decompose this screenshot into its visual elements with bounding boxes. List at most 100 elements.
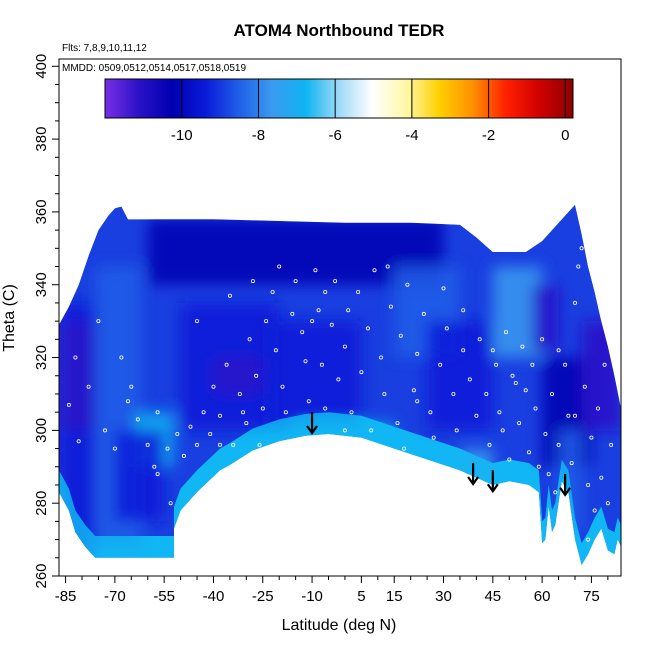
observation-point — [273, 348, 278, 353]
observation-point — [323, 289, 328, 294]
observation-point — [194, 319, 199, 324]
observation-point — [530, 362, 535, 367]
x-tick-label: -10 — [301, 588, 323, 605]
observation-point — [444, 326, 449, 331]
colorbar: -10 -8 -6 -4 -2 0 — [104, 78, 574, 144]
observation-point — [96, 319, 101, 324]
observation-point — [490, 348, 495, 353]
observation-point — [231, 442, 236, 447]
observation-point — [319, 362, 324, 367]
observation-point — [461, 308, 466, 313]
observation-point — [431, 435, 436, 440]
observation-points — [66, 246, 614, 542]
observation-point — [395, 421, 400, 426]
y-tick-label: 380 — [33, 127, 50, 152]
x-tick-label: 15 — [386, 588, 403, 605]
observation-point — [145, 442, 150, 447]
observation-point — [421, 311, 426, 316]
observation-point — [543, 431, 548, 436]
observation-point — [441, 286, 446, 291]
observation-point — [103, 428, 108, 433]
x-tick-label: 30 — [435, 588, 452, 605]
observation-point — [129, 384, 134, 389]
observation-point — [500, 428, 505, 433]
observation-point — [250, 279, 255, 284]
x-axis-label: Latitude (deg N) — [282, 617, 397, 634]
observation-point — [323, 406, 328, 411]
colorbar-tick-label: -10 — [171, 127, 193, 144]
observation-point — [563, 362, 568, 367]
observation-point — [303, 359, 308, 364]
observation-point — [119, 355, 124, 360]
observation-point — [333, 279, 338, 284]
observation-point — [168, 501, 173, 506]
observation-point — [520, 344, 525, 349]
value-zone — [114, 430, 165, 522]
heatmap-layer — [59, 204, 621, 566]
coverage-region — [59, 204, 621, 566]
observation-point — [599, 475, 604, 480]
observation-point — [573, 300, 578, 305]
colorbar-tick-label: 0 — [561, 127, 569, 144]
observation-point — [342, 344, 347, 349]
observation-point — [293, 279, 298, 284]
colorbar-tick-label: -4 — [405, 127, 418, 144]
observation-point — [438, 362, 443, 367]
down-arrow — [467, 462, 480, 486]
observation-point — [313, 268, 318, 273]
observation-point — [517, 421, 522, 426]
observation-point — [208, 431, 213, 436]
value-zone — [581, 321, 621, 431]
observation-point — [359, 370, 364, 375]
x-tick-label: 45 — [484, 588, 501, 605]
y-tick-label: 300 — [33, 418, 50, 443]
observation-point — [484, 391, 489, 396]
x-tick-label: -25 — [252, 588, 274, 605]
observation-point — [310, 319, 315, 324]
observation-point — [586, 482, 591, 487]
x-tick-label: 75 — [583, 588, 600, 605]
observation-point — [224, 362, 229, 367]
down-arrow — [486, 470, 499, 494]
observation-point — [494, 362, 499, 367]
observation-point — [270, 289, 275, 294]
x-tick-label: -85 — [55, 588, 77, 605]
x-axis: -85 -70 -55 -40 -25 -10 5 15 30 45 60 75 — [55, 576, 609, 605]
observation-point — [152, 464, 157, 469]
observation-point — [523, 388, 528, 393]
y-tick-label: 260 — [33, 563, 50, 588]
observation-point — [559, 504, 564, 509]
observation-point — [372, 268, 377, 273]
colorbar-tick-label: -2 — [482, 127, 495, 144]
flights-annotation: Flts: 7,8,9,10,11,12 — [62, 43, 147, 54]
observation-point — [155, 472, 160, 477]
y-axis: 260 280 300 320 340 360 380 400 — [33, 54, 59, 589]
observation-point — [586, 537, 591, 542]
observation-point — [112, 446, 117, 451]
value-zone — [532, 284, 559, 351]
observation-point — [217, 413, 222, 418]
observation-point — [76, 439, 81, 444]
observation-point — [264, 319, 269, 324]
observation-point — [257, 442, 262, 447]
observation-point — [405, 282, 410, 287]
observation-point — [546, 472, 551, 477]
observation-point — [609, 442, 614, 447]
y-tick-label: 360 — [33, 199, 50, 224]
observation-point — [556, 442, 561, 447]
observation-point — [503, 330, 508, 335]
value-zones — [59, 219, 621, 558]
x-tick-label: 5 — [357, 588, 365, 605]
observation-point — [550, 391, 555, 396]
observation-point — [513, 380, 518, 385]
observation-point — [411, 388, 416, 393]
observation-point — [415, 351, 420, 356]
x-tick-label: -55 — [153, 588, 175, 605]
y-tick-label: 400 — [33, 54, 50, 79]
observation-point — [540, 337, 545, 342]
colorbar-gradient — [104, 78, 574, 119]
observation-point — [533, 406, 538, 411]
observation-point — [227, 293, 232, 298]
lower-bright-band-overlay — [59, 412, 621, 566]
